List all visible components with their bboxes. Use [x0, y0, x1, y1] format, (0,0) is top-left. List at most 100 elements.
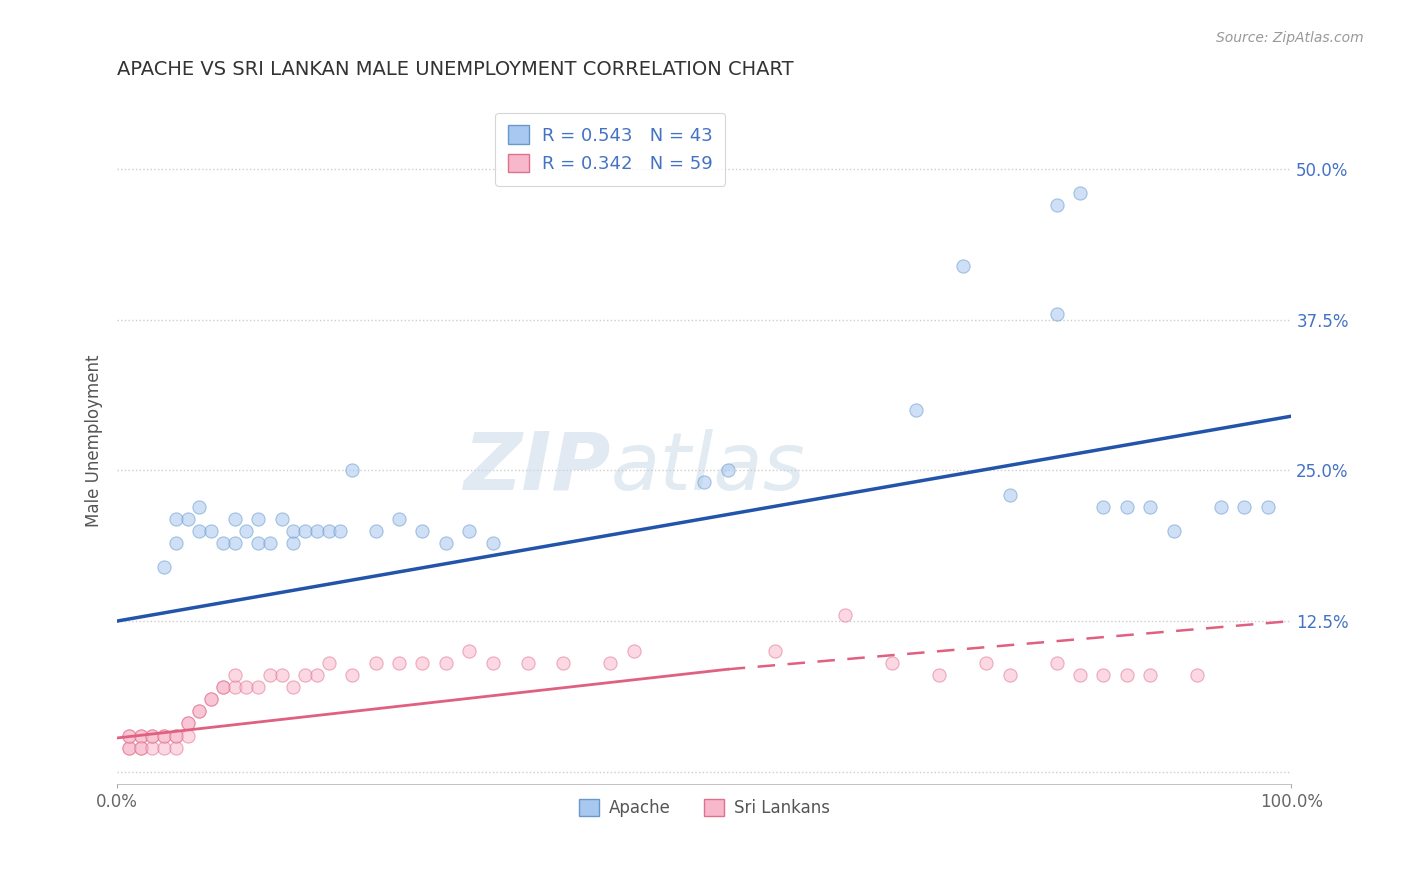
- Point: [834, 607, 856, 622]
- Point: [998, 668, 1021, 682]
- Point: [1257, 500, 1279, 514]
- Point: [259, 668, 281, 682]
- Point: [329, 524, 352, 538]
- Point: [364, 657, 387, 671]
- Point: [318, 524, 340, 538]
- Point: [118, 740, 141, 755]
- Point: [188, 705, 211, 719]
- Point: [247, 511, 270, 525]
- Point: [1116, 500, 1139, 514]
- Point: [176, 716, 198, 731]
- Point: [129, 729, 152, 743]
- Point: [928, 668, 950, 682]
- Point: [129, 740, 152, 755]
- Point: [200, 692, 222, 706]
- Point: [411, 524, 433, 538]
- Point: [283, 524, 305, 538]
- Text: APACHE VS SRI LANKAN MALE UNEMPLOYMENT CORRELATION CHART: APACHE VS SRI LANKAN MALE UNEMPLOYMENT C…: [117, 60, 794, 78]
- Point: [1069, 186, 1091, 201]
- Point: [717, 463, 740, 477]
- Point: [141, 729, 163, 743]
- Point: [129, 740, 152, 755]
- Point: [434, 657, 457, 671]
- Point: [1163, 524, 1185, 538]
- Point: [270, 668, 292, 682]
- Point: [129, 729, 152, 743]
- Point: [235, 524, 257, 538]
- Point: [305, 524, 328, 538]
- Point: [118, 729, 141, 743]
- Point: [1092, 500, 1115, 514]
- Point: [952, 259, 974, 273]
- Point: [141, 740, 163, 755]
- Point: [1045, 307, 1067, 321]
- Point: [1116, 668, 1139, 682]
- Point: [176, 729, 198, 743]
- Point: [693, 475, 716, 490]
- Point: [318, 657, 340, 671]
- Point: [1139, 668, 1161, 682]
- Point: [235, 681, 257, 695]
- Point: [165, 729, 187, 743]
- Point: [434, 535, 457, 549]
- Point: [553, 657, 575, 671]
- Point: [283, 535, 305, 549]
- Point: [283, 681, 305, 695]
- Point: [212, 681, 235, 695]
- Point: [1139, 500, 1161, 514]
- Point: [1209, 500, 1232, 514]
- Point: [1045, 657, 1067, 671]
- Point: [294, 668, 316, 682]
- Point: [176, 716, 198, 731]
- Point: [200, 692, 222, 706]
- Point: [165, 740, 187, 755]
- Point: [118, 729, 141, 743]
- Point: [153, 740, 176, 755]
- Point: [1187, 668, 1209, 682]
- Point: [247, 535, 270, 549]
- Y-axis label: Male Unemployment: Male Unemployment: [86, 354, 103, 526]
- Point: [1233, 500, 1256, 514]
- Point: [882, 657, 904, 671]
- Point: [1092, 668, 1115, 682]
- Point: [247, 681, 270, 695]
- Point: [165, 511, 187, 525]
- Point: [176, 511, 198, 525]
- Point: [224, 511, 246, 525]
- Text: ZIP: ZIP: [463, 429, 610, 507]
- Point: [340, 668, 363, 682]
- Point: [904, 403, 927, 417]
- Point: [458, 644, 481, 658]
- Point: [388, 657, 411, 671]
- Point: [188, 500, 211, 514]
- Point: [340, 463, 363, 477]
- Point: [224, 681, 246, 695]
- Point: [1045, 198, 1067, 212]
- Point: [482, 535, 505, 549]
- Point: [200, 524, 222, 538]
- Point: [141, 729, 163, 743]
- Point: [974, 657, 997, 671]
- Point: [259, 535, 281, 549]
- Point: [224, 668, 246, 682]
- Point: [188, 705, 211, 719]
- Point: [388, 511, 411, 525]
- Point: [188, 524, 211, 538]
- Point: [270, 511, 292, 525]
- Point: [623, 644, 645, 658]
- Point: [517, 657, 540, 671]
- Point: [153, 559, 176, 574]
- Point: [599, 657, 621, 671]
- Point: [763, 644, 786, 658]
- Point: [212, 681, 235, 695]
- Point: [224, 535, 246, 549]
- Point: [165, 729, 187, 743]
- Point: [212, 535, 235, 549]
- Point: [165, 535, 187, 549]
- Point: [998, 487, 1021, 501]
- Point: [458, 524, 481, 538]
- Point: [153, 729, 176, 743]
- Text: atlas: atlas: [610, 429, 806, 507]
- Point: [482, 657, 505, 671]
- Point: [153, 729, 176, 743]
